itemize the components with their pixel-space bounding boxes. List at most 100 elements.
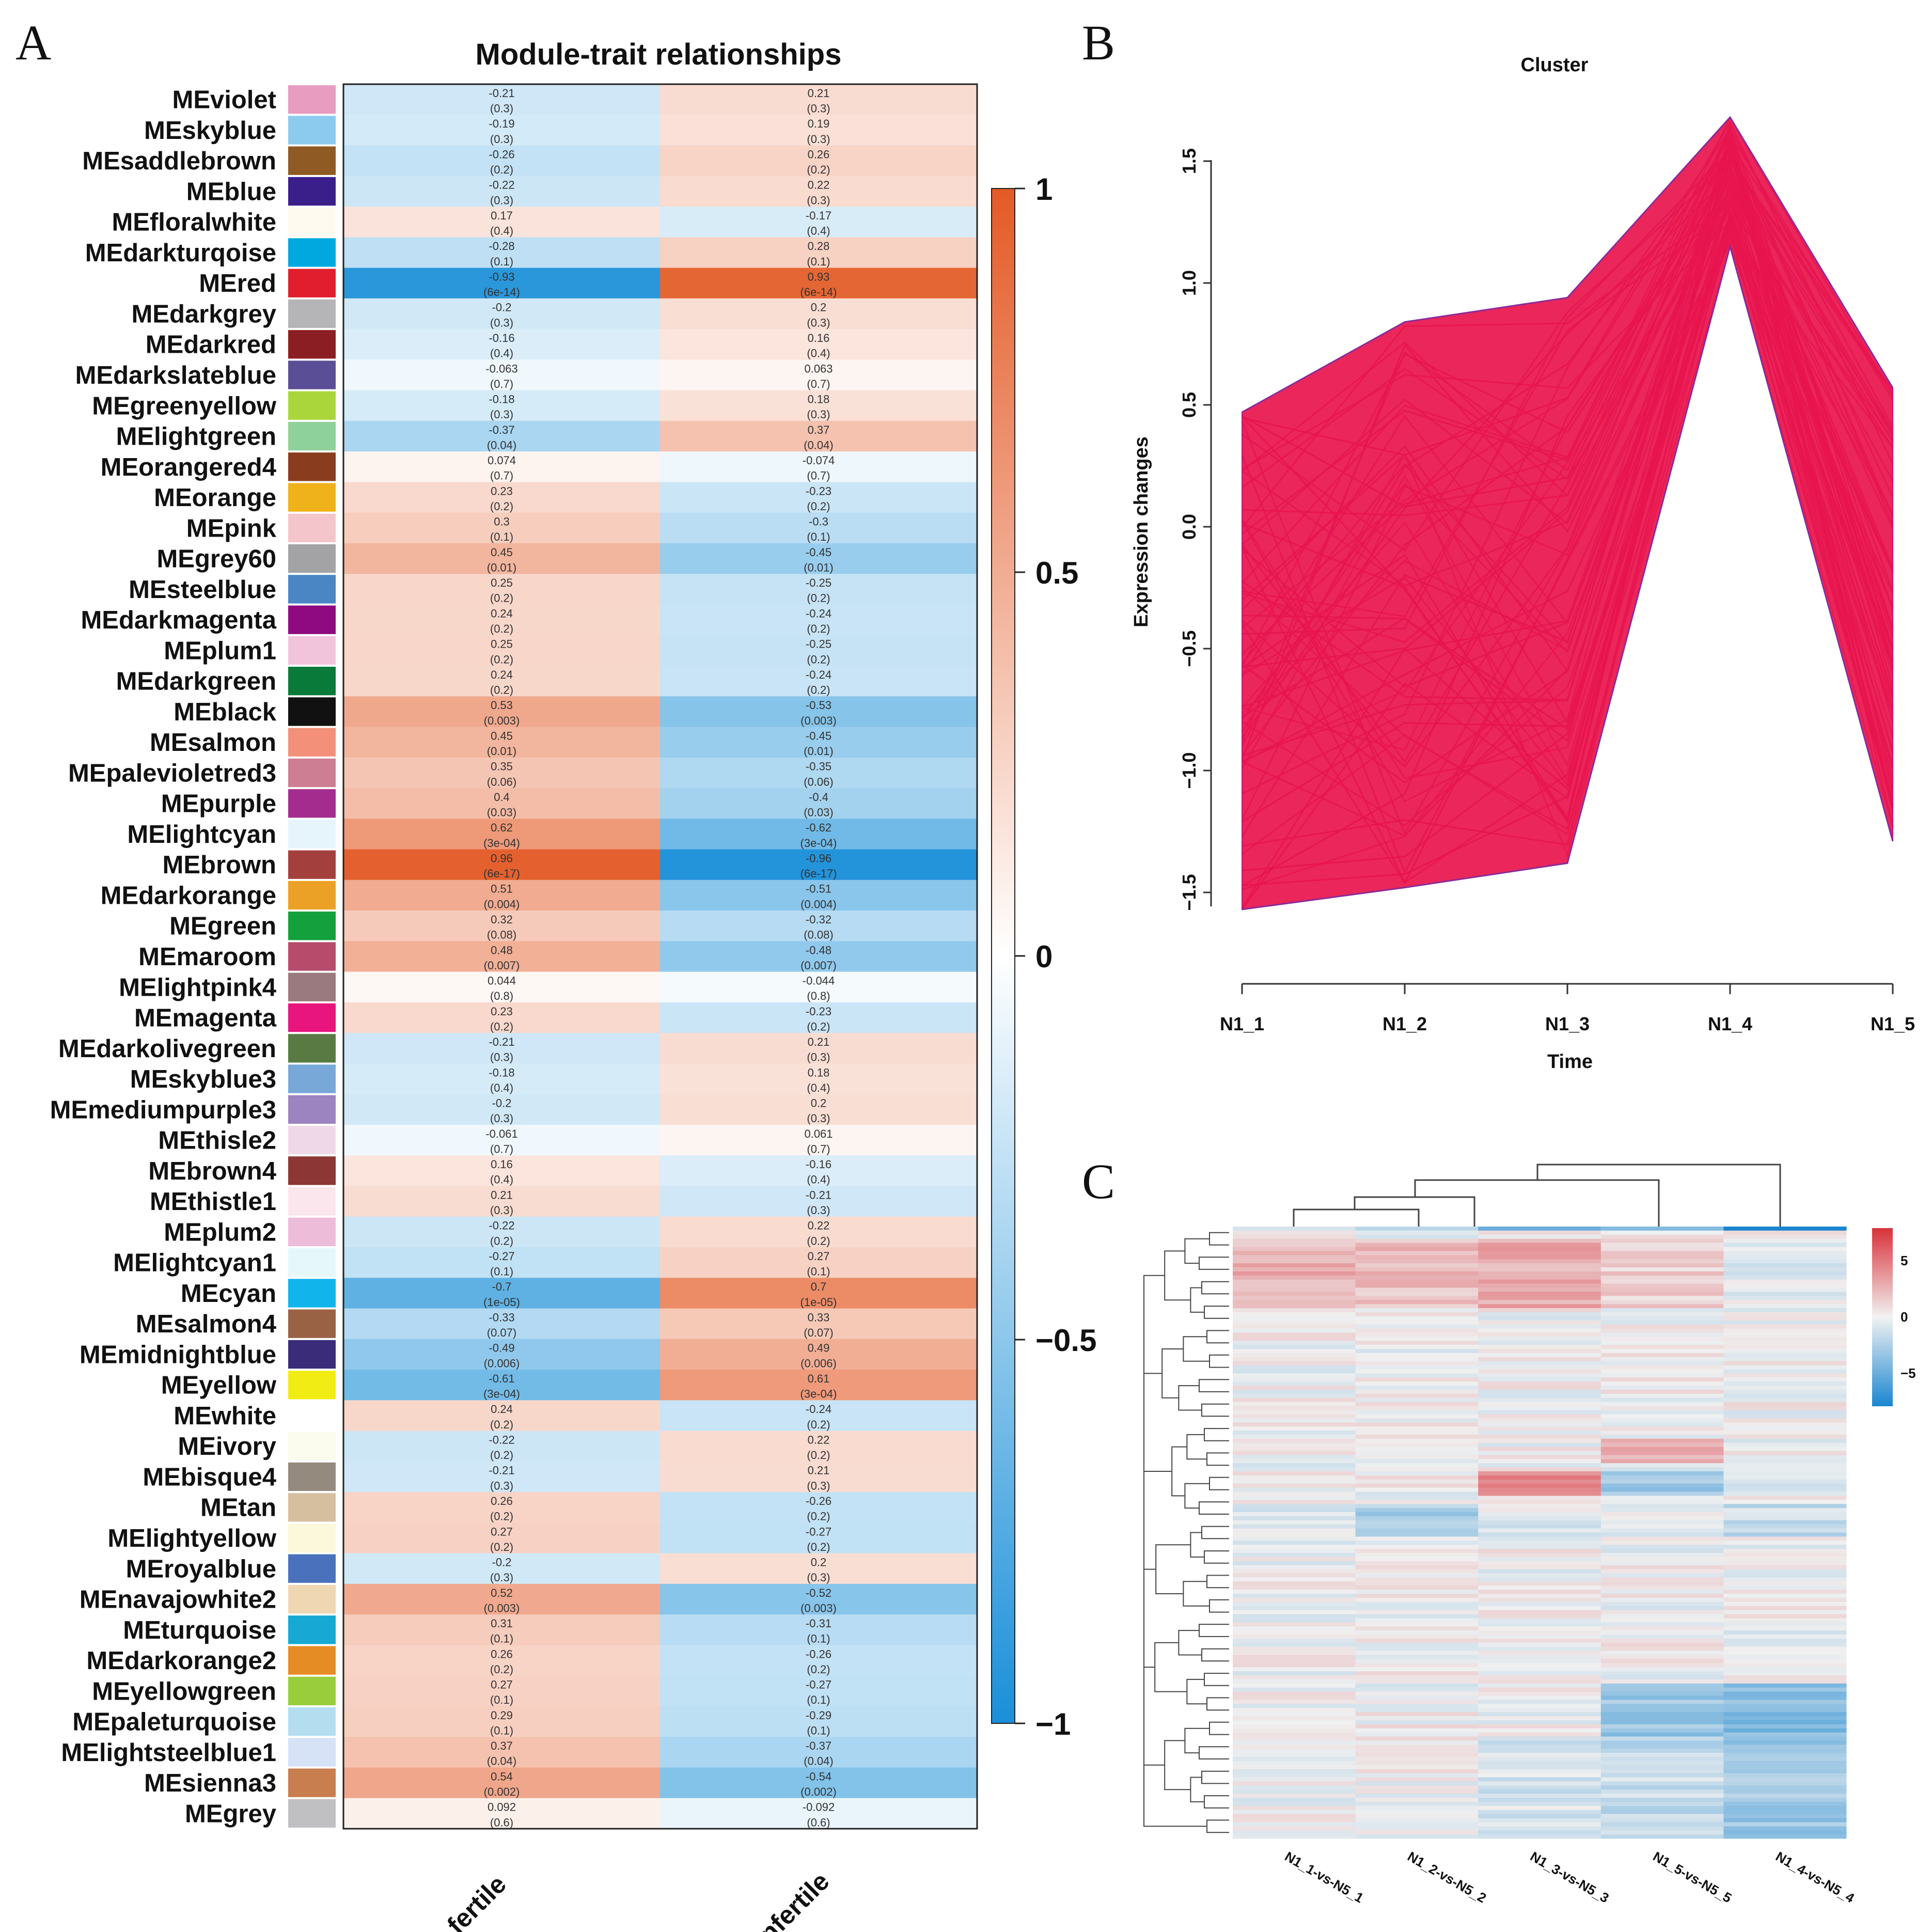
fc-cell xyxy=(1233,1635,1356,1639)
fc-cell xyxy=(1723,1553,1847,1558)
fc-cell xyxy=(1478,1818,1601,1823)
fc-cell xyxy=(1478,1345,1601,1349)
fc-cell xyxy=(1355,1642,1479,1647)
fc-cell xyxy=(1233,1227,1356,1231)
fc-cell xyxy=(1600,1655,1724,1659)
fc-cell xyxy=(1233,1594,1356,1598)
fc-cell xyxy=(1355,1471,1479,1476)
fc-cell xyxy=(1723,1434,1847,1439)
heatmap-cell-infertile xyxy=(660,359,977,391)
fc-cell xyxy=(1600,1442,1724,1447)
fc-cell xyxy=(1355,1565,1479,1569)
fc-cell xyxy=(1233,1736,1356,1741)
fc-cell xyxy=(1233,1431,1356,1435)
cell-pvalue: (0.2) xyxy=(807,622,830,635)
cell-pvalue: (0.2) xyxy=(490,1510,513,1523)
fc-cell xyxy=(1233,1447,1356,1451)
fc-cell xyxy=(1233,1667,1356,1672)
cell-correlation: 0.51 xyxy=(491,883,513,896)
fc-cell xyxy=(1355,1667,1479,1672)
module-swatch xyxy=(288,1003,336,1032)
heatmap-cell-infertile xyxy=(660,1186,977,1217)
fc-cell xyxy=(1600,1230,1724,1235)
heatmap-cell-fertile xyxy=(343,696,660,728)
fc-cell xyxy=(1355,1536,1479,1541)
fc-cell xyxy=(1478,1373,1601,1378)
module-swatch xyxy=(288,1676,336,1705)
fc-cell xyxy=(1233,1614,1356,1619)
fc-cell xyxy=(1600,1304,1724,1309)
fc-cell xyxy=(1600,1581,1724,1586)
fc-cell xyxy=(1600,1577,1724,1582)
cell-pvalue: (0.01) xyxy=(804,561,833,574)
fc-cell xyxy=(1233,1345,1356,1349)
fc-cell xyxy=(1600,1683,1724,1688)
cell-correlation: 0.24 xyxy=(491,607,513,620)
fc-cell xyxy=(1600,1483,1724,1488)
fc-cell xyxy=(1600,1740,1724,1745)
module-label: MEplum2 xyxy=(164,1218,276,1246)
cell-correlation: -0.061 xyxy=(485,1127,517,1140)
heatmap-cell-infertile xyxy=(660,1308,977,1340)
module-label: MEyellow xyxy=(161,1372,277,1400)
fc-cell xyxy=(1355,1659,1479,1663)
module-label: MEpaleturquoise xyxy=(72,1708,276,1736)
panel-c-letter: C xyxy=(1082,1154,1115,1209)
dendrogram-branch xyxy=(1178,1385,1202,1411)
heatmap-cell-infertile xyxy=(660,298,977,329)
module-label: MEnavajowhite2 xyxy=(80,1586,276,1614)
fc-cell xyxy=(1723,1467,1847,1472)
cell-pvalue: (0.4) xyxy=(807,225,830,238)
module-swatch xyxy=(288,483,336,512)
cell-correlation: 0.044 xyxy=(488,975,516,987)
fc-cell xyxy=(1478,1626,1601,1631)
fc-cell xyxy=(1355,1736,1479,1741)
cell-correlation: 0.61 xyxy=(808,1372,830,1385)
module-label: MEblue xyxy=(186,178,276,206)
cell-pvalue: (0.4) xyxy=(490,225,513,238)
fc-cell xyxy=(1233,1369,1356,1374)
fc-cell xyxy=(1233,1255,1356,1260)
module-label: MEplum1 xyxy=(164,637,276,665)
fc-cell xyxy=(1355,1324,1479,1329)
cell-pvalue: (0.1) xyxy=(807,1632,830,1645)
fc-cell xyxy=(1600,1642,1724,1647)
fc-cell xyxy=(1233,1561,1356,1566)
fc-cell xyxy=(1233,1732,1356,1737)
module-label: MEsienna3 xyxy=(144,1769,276,1797)
dendrogram-branch xyxy=(1199,1624,1219,1637)
fc-cell xyxy=(1478,1655,1601,1659)
fc-cell xyxy=(1478,1483,1601,1488)
fc-cell xyxy=(1478,1414,1601,1419)
fc-cell xyxy=(1600,1671,1724,1676)
fc-cell xyxy=(1355,1434,1479,1439)
fc-cell xyxy=(1723,1712,1847,1717)
module-label: MEtan xyxy=(200,1494,276,1522)
cell-correlation: 0.27 xyxy=(808,1250,830,1263)
fc-cell xyxy=(1600,1594,1724,1598)
fc-cell xyxy=(1600,1438,1724,1443)
fc-cell xyxy=(1600,1520,1724,1525)
cell-pvalue: (0.2) xyxy=(807,1449,830,1462)
fc-cell xyxy=(1233,1745,1356,1749)
cell-correlation: 0.32 xyxy=(491,913,513,926)
fc-cell xyxy=(1478,1646,1601,1651)
module-swatch xyxy=(288,177,336,206)
fc-cell xyxy=(1723,1296,1847,1300)
fc-cell xyxy=(1355,1377,1479,1382)
fc-cell xyxy=(1355,1740,1479,1745)
cell-pvalue: (0.2) xyxy=(490,1541,513,1553)
fc-cell xyxy=(1355,1646,1479,1651)
module-swatch xyxy=(288,1584,336,1614)
fc-cell xyxy=(1355,1785,1479,1790)
cell-correlation: 0.52 xyxy=(491,1587,513,1599)
heatmap-cell-fertile xyxy=(343,1155,660,1187)
fc-cell xyxy=(1723,1230,1847,1235)
fc-cell xyxy=(1478,1500,1601,1504)
fc-cell xyxy=(1600,1528,1724,1533)
fc-cell xyxy=(1355,1332,1479,1337)
cell-correlation: 0.96 xyxy=(491,852,513,865)
fc-cell xyxy=(1723,1479,1847,1484)
module-trait-heatmap: A Module-trait relationships MEviolet MEs… xyxy=(15,15,1096,1932)
fc-cell xyxy=(1600,1386,1724,1390)
